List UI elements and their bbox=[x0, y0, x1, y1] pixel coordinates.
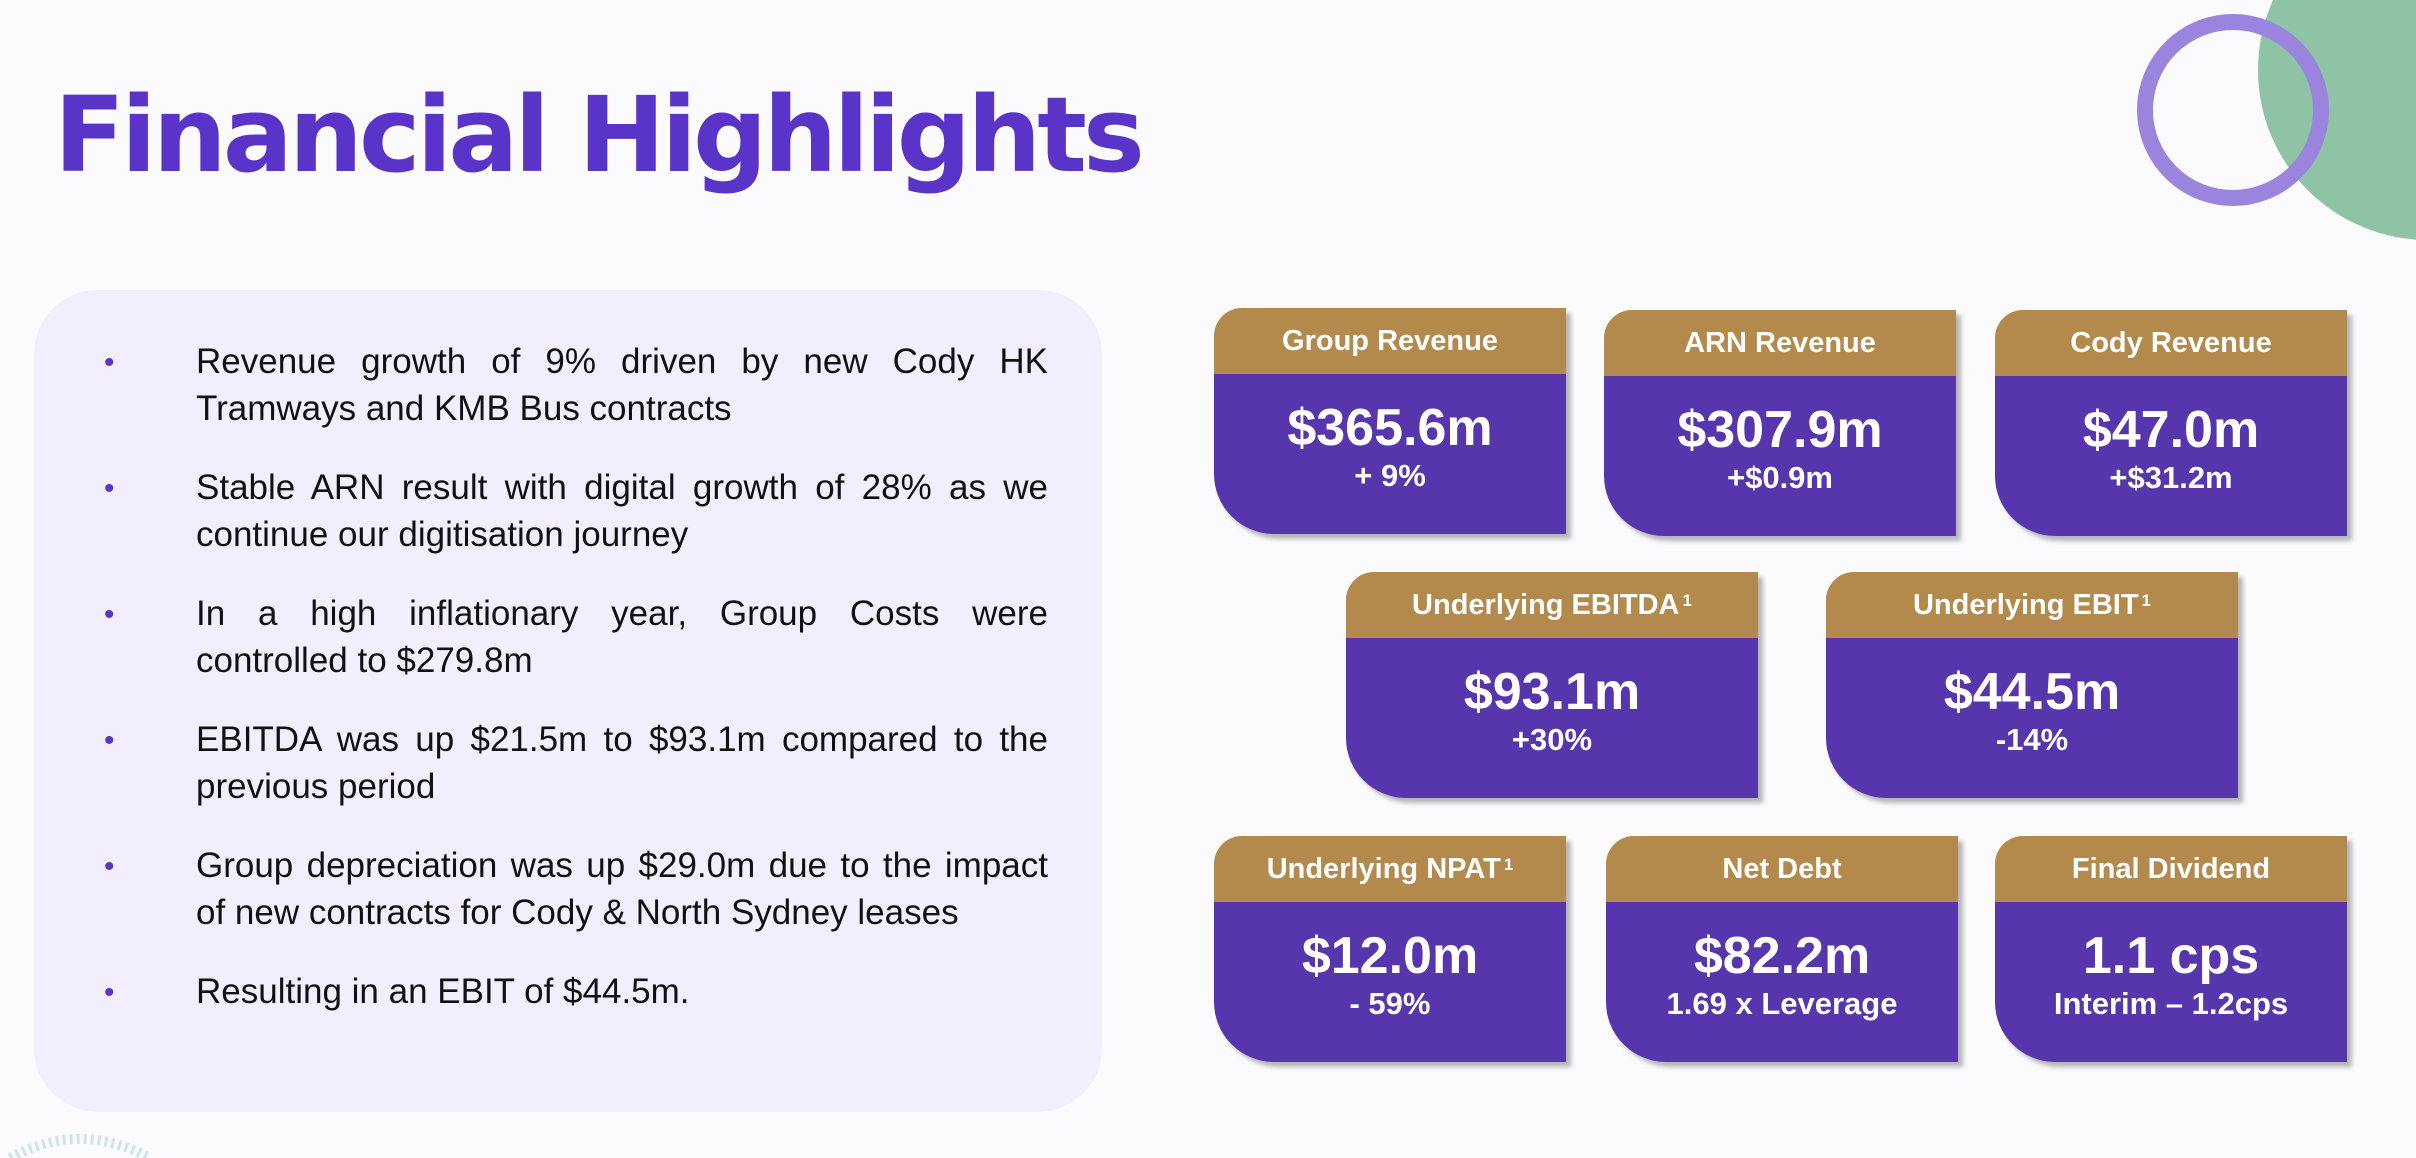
bullet-text: EBITDA was up $21.5m to $93.1m compared … bbox=[196, 720, 1048, 806]
bullet-text: Resulting in an EBIT of $44.5m. bbox=[196, 972, 690, 1011]
bullet-item: • Revenue growth of 9% driven by new Cody… bbox=[104, 338, 1048, 432]
metric-card-underlying-ebit: Underlying EBIT 1 $44.5m -14% bbox=[1826, 572, 2238, 798]
metric-card-net-debt: Net Debt $82.2m 1.69 x Leverage bbox=[1606, 836, 1958, 1062]
metric-card-final-dividend: Final Dividend 1.1 cps Interim – 1.2cps bbox=[1995, 836, 2347, 1062]
card-body: $82.2m 1.69 x Leverage bbox=[1606, 902, 1958, 1062]
decorative-circles bbox=[2137, 0, 2416, 240]
card-body: $47.0m +$31.2m bbox=[1995, 376, 2347, 536]
card-body: $307.9m +$0.9m bbox=[1604, 376, 1956, 536]
bullet-dot-icon: • bbox=[104, 598, 115, 631]
card-header: Underlying EBITDA 1 bbox=[1346, 572, 1758, 638]
card-header: Cody Revenue bbox=[1995, 310, 2347, 376]
metric-card-group-revenue: Group Revenue $365.6m + 9% bbox=[1214, 308, 1566, 534]
bullet-item: • Group depreciation was up $29.0m due to… bbox=[104, 842, 1048, 936]
card-change: +$31.2m bbox=[2109, 460, 2233, 495]
purple-ring-shape bbox=[2137, 14, 2329, 206]
card-value: $44.5m bbox=[1943, 663, 2121, 721]
card-header: Group Revenue bbox=[1214, 308, 1566, 374]
card-label: Underlying EBIT bbox=[1912, 588, 2139, 621]
card-footnote-marker: 1 bbox=[1682, 591, 1692, 610]
bullet-text: In a high inflationary year, Group Costs… bbox=[196, 594, 1048, 680]
card-header: Underlying NPAT 1 bbox=[1214, 836, 1566, 902]
card-value: $12.0m bbox=[1301, 927, 1479, 985]
bullet-item: • EBITDA was up $21.5m to $93.1m compared… bbox=[104, 716, 1048, 810]
card-change: +30% bbox=[1511, 722, 1593, 757]
card-body: $365.6m + 9% bbox=[1214, 374, 1566, 534]
bullet-text: Revenue growth of 9% driven by new Cody … bbox=[196, 342, 1048, 428]
card-change: -14% bbox=[1995, 722, 2069, 757]
card-footnote-marker: 1 bbox=[2141, 591, 2152, 610]
card-header: ARN Revenue bbox=[1604, 310, 1956, 376]
card-label: Group Revenue bbox=[1282, 324, 1498, 357]
card-body: $12.0m - 59% bbox=[1214, 902, 1566, 1062]
metric-card-arn-revenue: ARN Revenue $307.9m +$0.9m bbox=[1604, 310, 1956, 536]
bullet-item: • Resulting in an EBIT of $44.5m. bbox=[104, 968, 1048, 1015]
card-value: $82.2m bbox=[1693, 927, 1871, 985]
card-header: Underlying EBIT 1 bbox=[1826, 572, 2238, 638]
decorative-wave-icon bbox=[7, 1134, 153, 1158]
page-title: Financial Highlights bbox=[54, 74, 1145, 196]
card-change: 1.69 x Leverage bbox=[1666, 986, 1898, 1021]
bullet-text: Group depreciation was up $29.0m due to … bbox=[196, 846, 1048, 932]
metric-card-underlying-ebitda: Underlying EBITDA 1 $93.1m +30% bbox=[1346, 572, 1758, 798]
metric-card-cody-revenue: Cody Revenue $47.0m +$31.2m bbox=[1995, 310, 2347, 536]
card-change: Interim – 1.2cps bbox=[2053, 986, 2289, 1021]
card-body: $44.5m -14% bbox=[1826, 638, 2238, 798]
card-value: $47.0m bbox=[2082, 401, 2260, 459]
bullet-item: • In a high inflationary year, Group Cost… bbox=[104, 590, 1048, 684]
bullet-list: • Revenue growth of 9% driven by new Cody… bbox=[104, 338, 1048, 1047]
card-label: Cody Revenue bbox=[2070, 326, 2272, 359]
bullet-dot-icon: • bbox=[104, 346, 115, 379]
card-label: Final Dividend bbox=[2071, 852, 2271, 885]
card-body: 1.1 cps Interim – 1.2cps bbox=[1995, 902, 2347, 1062]
card-change: +$0.9m bbox=[1726, 460, 1833, 495]
card-body: $93.1m +30% bbox=[1346, 638, 1758, 798]
card-label: Underlying NPAT bbox=[1266, 852, 1501, 885]
bullet-item: • Stable ARN result with digital growth o… bbox=[104, 464, 1048, 558]
card-label: Net Debt bbox=[1722, 852, 1842, 885]
card-value: $365.6m bbox=[1287, 399, 1493, 457]
card-label: Underlying EBITDA bbox=[1412, 588, 1680, 621]
card-header: Net Debt bbox=[1606, 836, 1958, 902]
metric-card-underlying-npat: Underlying NPAT 1 $12.0m - 59% bbox=[1214, 836, 1566, 1062]
card-change: - 59% bbox=[1349, 986, 1431, 1021]
card-value: 1.1 cps bbox=[2082, 927, 2260, 985]
card-label: ARN Revenue bbox=[1684, 326, 1876, 359]
highlights-panel: • Revenue growth of 9% driven by new Cody… bbox=[34, 290, 1102, 1112]
card-change: + 9% bbox=[1354, 458, 1426, 493]
bullet-text: Stable ARN result with digital growth of… bbox=[196, 468, 1048, 554]
bullet-dot-icon: • bbox=[104, 724, 115, 757]
bullet-dot-icon: • bbox=[104, 976, 115, 1009]
bullet-dot-icon: • bbox=[104, 850, 115, 883]
bullet-dot-icon: • bbox=[104, 472, 115, 505]
card-footnote-marker: 1 bbox=[1503, 855, 1514, 874]
card-header: Final Dividend bbox=[1995, 836, 2347, 902]
card-value: $93.1m bbox=[1463, 663, 1641, 721]
card-value: $307.9m bbox=[1677, 401, 1883, 459]
